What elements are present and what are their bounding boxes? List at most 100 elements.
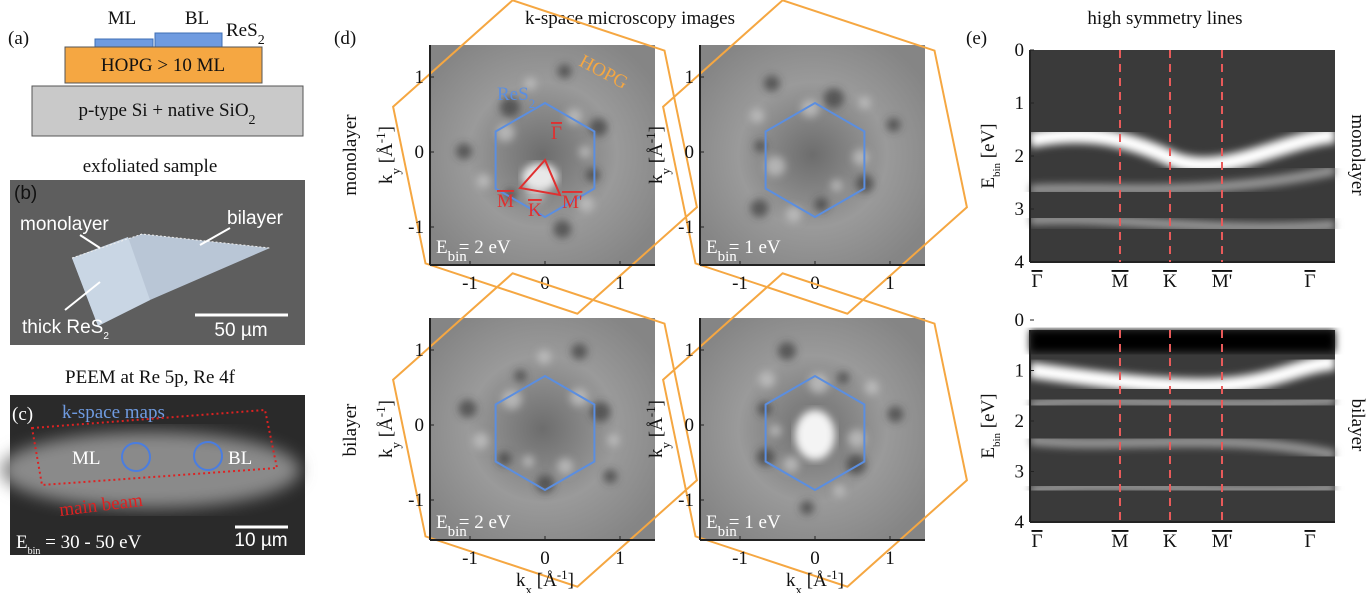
- y-tick-label: 4: [1015, 252, 1025, 273]
- text: E: [16, 532, 28, 553]
- hopg-label: HOPG > 10 ML: [101, 55, 225, 76]
- panel-a: (a) ML BL ReS2 HOPG > 10 ML p-type Si + …: [8, 8, 303, 136]
- text: ReS: [226, 20, 258, 41]
- text: -1: [643, 406, 658, 417]
- texture-blob: [459, 400, 477, 418]
- y-tick-label: 1: [1015, 93, 1025, 114]
- x-tick-label: 1: [615, 273, 625, 294]
- texture-blob: [886, 118, 900, 132]
- axis-label: ky [Å-1]: [373, 400, 403, 458]
- axis-label: kx [Å-1]: [516, 567, 574, 593]
- panel-label: (a): [8, 28, 29, 49]
- text: k: [646, 174, 667, 184]
- panel-e: (e) high symmetry lines monolayer bilaye…: [966, 8, 1368, 552]
- text: -1: [827, 567, 838, 582]
- panel-c: PEEM at Re 5p, Re 4f (c) k-space maps ML…: [0, 367, 305, 557]
- text: = 1 eV: [729, 512, 781, 533]
- band: [1030, 400, 1335, 405]
- row-label: monolayer: [340, 114, 361, 196]
- text: [eV]: [978, 123, 999, 163]
- text: [Å: [376, 417, 397, 442]
- axis-label: kx [Å-1]: [786, 567, 844, 593]
- y-tick-label: 1: [415, 67, 425, 88]
- y-tick-label: -1: [408, 490, 424, 511]
- text: thick ReS: [22, 317, 103, 338]
- y-tick-label: 3: [1015, 199, 1025, 220]
- texture-blob: [514, 370, 526, 382]
- symmetry-point: K: [1163, 531, 1177, 552]
- texture-blob: [558, 64, 572, 78]
- texture-blob: [837, 372, 849, 384]
- texture-blob: [778, 342, 796, 360]
- symmetry-point: M: [497, 191, 514, 212]
- symmetry-point: M': [1212, 531, 1232, 552]
- x-tick-label: 1: [885, 548, 895, 569]
- symmetry-point: Γ: [1032, 271, 1043, 292]
- texture-blob: [800, 501, 814, 515]
- symmetry-point: M': [562, 192, 582, 213]
- annotation: monolayer: [20, 214, 109, 235]
- symmetry-point: K: [528, 200, 542, 221]
- symmetry-point: M: [1112, 271, 1129, 292]
- y-tick-label: 0: [685, 142, 695, 163]
- panel-title: k-space microscopy images: [525, 8, 735, 29]
- panel-title: exfoliated sample: [83, 156, 218, 177]
- text: ]: [838, 570, 844, 591]
- texture-blob: [801, 99, 819, 117]
- texture-blob: [586, 168, 600, 182]
- annotation: BL: [228, 448, 252, 469]
- annotation: thick ReS2: [22, 317, 109, 342]
- symmetry-point: Γ: [1305, 271, 1316, 292]
- axis-label: Ebin [eV]: [978, 393, 1003, 458]
- text: E: [978, 177, 999, 189]
- panel-b: exfoliated sample (b) monolayer bilayer …: [10, 156, 305, 345]
- axis-label: ky [Å-1]: [643, 400, 673, 458]
- y-tick-label: 0: [1015, 310, 1025, 331]
- x-tick-label: -1: [462, 273, 478, 294]
- texture-blob: [750, 199, 768, 217]
- texture-blob: [590, 118, 608, 136]
- texture-blob: [853, 149, 869, 165]
- texture-blob: [456, 143, 472, 159]
- ml-layer: [95, 39, 153, 47]
- scale-label: 50 µm: [214, 320, 267, 341]
- scale-label: 10 µm: [234, 530, 287, 551]
- y-tick-label: 1: [685, 340, 695, 361]
- res2-label: ReS2: [226, 20, 265, 48]
- dark-band: [1030, 330, 1335, 352]
- panel-d: (d) k-space microscopy images monolayer …: [334, 0, 967, 593]
- text: k: [786, 570, 796, 591]
- text: bin: [991, 162, 1003, 177]
- texture-blob: [750, 109, 764, 123]
- x-tick-label: 0: [540, 548, 550, 569]
- text: = 30 - 50 eV: [40, 532, 141, 553]
- x-tick-label: -1: [732, 548, 748, 569]
- ml-label: ML: [108, 8, 137, 29]
- texture-blob: [571, 344, 587, 360]
- y-tick-label: 0: [1015, 40, 1025, 61]
- symmetry-point: Γ: [1032, 531, 1043, 552]
- x-tick-label: 1: [885, 273, 895, 294]
- text: ]: [646, 400, 667, 406]
- y-tick-label: 4: [1015, 512, 1025, 533]
- axis-label: Ebin [eV]: [978, 123, 1003, 188]
- text: -1: [557, 567, 568, 582]
- panel-label: (b): [14, 183, 37, 204]
- texture-blob: [477, 174, 491, 188]
- texture-blob: [783, 456, 799, 472]
- text: -1: [643, 132, 658, 143]
- text: 2: [249, 113, 256, 128]
- text: = 2 eV: [459, 512, 511, 533]
- row-label: bilayer: [1347, 399, 1368, 452]
- text: ]: [646, 126, 667, 132]
- texture-blob: [859, 97, 871, 109]
- texture-blob: [522, 455, 534, 467]
- bl-label: BL: [185, 8, 209, 29]
- figure: (a) ML BL ReS2 HOPG > 10 ML p-type Si + …: [0, 0, 1369, 593]
- text: ]: [376, 400, 397, 406]
- text: [Å: [646, 417, 667, 442]
- y-tick-label: -1: [678, 490, 694, 511]
- text: E: [706, 512, 718, 533]
- y-tick-label: 0: [685, 415, 695, 436]
- texture-blob: [769, 425, 781, 437]
